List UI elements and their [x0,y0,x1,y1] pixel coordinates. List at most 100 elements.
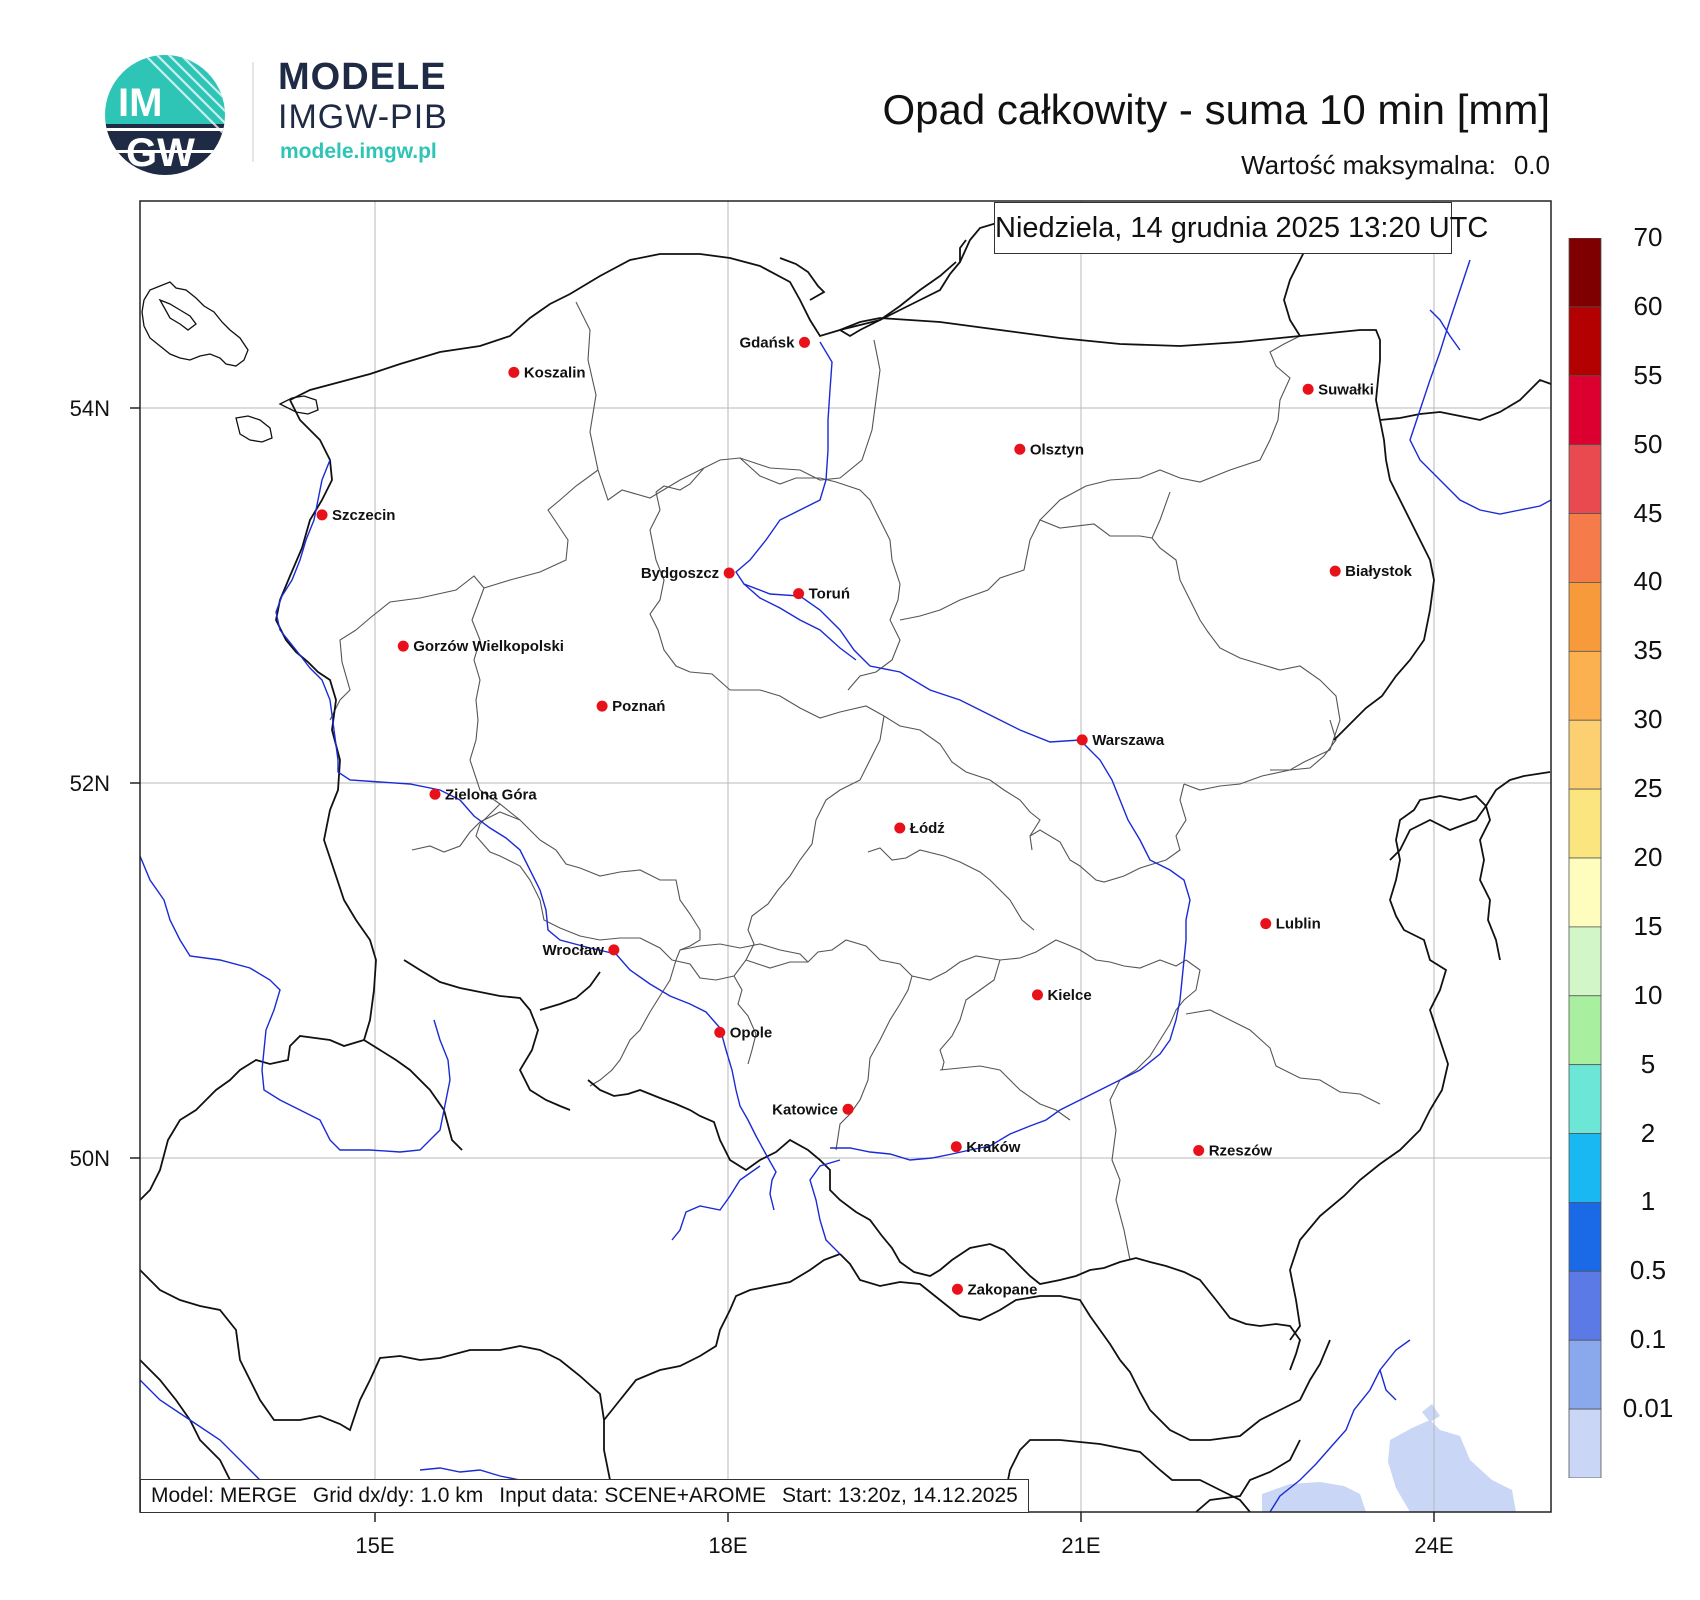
coastline-details [141,281,319,443]
city-marker [1302,383,1314,395]
logo-subtitle: IMGW-PIB [278,98,448,136]
city-label: Toruń [809,586,850,603]
lon-tick-label: 21E [1061,1533,1100,1558]
colorbar-swatch [1568,582,1602,652]
logo-divider [252,62,254,162]
city-marker [951,1283,963,1295]
colorbar-swatch [1568,788,1602,859]
colorbar-label: 0.01 [1622,1393,1674,1424]
city-marker [1260,918,1272,930]
country-borders [140,221,1551,1512]
colorbar-label: 30 [1633,704,1663,735]
colorbar-label: 60 [1633,290,1663,321]
colorbar-swatch [1568,1408,1602,1478]
colorbar-swatch [1568,650,1602,721]
colorbar-swatch [1568,444,1602,514]
city-marker [1329,565,1341,577]
city-label: Kraków [966,1139,1021,1156]
colorbar-label: 2 [1640,1117,1656,1148]
city-label: Zakopane [967,1281,1037,1298]
colorbar-swatch [1568,926,1602,997]
model-info-box: Model: MERGE Grid dx/dy: 1.0 km Input data… [140,1479,1029,1513]
colorbar-label: 55 [1633,359,1663,390]
city-marker [894,822,906,834]
colorbar-label: 25 [1633,773,1663,804]
colorbar-swatch [1568,857,1602,928]
city-marker [1193,1145,1205,1156]
colorbar-label: 50 [1633,428,1663,459]
colorbar-swatch [1568,375,1602,446]
precip-area [1388,1420,1516,1512]
city-label: Kielce [1047,987,1091,1004]
colorbar-label: 70 [1633,222,1663,252]
colorbar-label: 1 [1640,1186,1656,1217]
colorbar-label: 45 [1633,497,1663,528]
city-label: Opole [730,1024,773,1041]
city-label: Bydgoszcz [641,565,719,582]
city-marker [793,588,805,600]
lat-tick-label: 52N [70,771,110,796]
city-marker [842,1103,854,1115]
city-label: Katowice [772,1101,838,1118]
valid-time-box: Niedziela, 14 grudnia 2025 13:20 UTC [994,202,1488,254]
imgw-logo: IM GW MODELE IMGW-PIB modele.imgw.pl [100,52,500,182]
colorbar-label: 10 [1633,979,1663,1010]
city-marker [798,336,810,348]
logo-mark-top: IM [118,81,162,125]
city-marker [429,788,441,800]
city-label: Zielona Góra [445,786,537,803]
colorbar-label: 40 [1633,566,1663,597]
city-marker [950,1141,962,1153]
city-marker [316,509,328,521]
logo-url[interactable]: modele.imgw.pl [280,140,437,163]
map-title: Opad całkowity - suma 10 min [mm] [882,86,1550,133]
graticule [140,201,1551,1512]
map-content [140,201,1551,1512]
colorbar-swatch [1568,719,1602,790]
precip-area [1262,1482,1366,1512]
colorbar-swatch [1568,1339,1602,1410]
lon-tick-label: 15E [355,1533,394,1558]
colorbar-swatch [1568,1064,1602,1134]
logo-title: MODELE [278,56,447,98]
lon-tick-label: 24E [1414,1533,1453,1558]
rivers [140,259,1551,1512]
lat-tick-label: 50N [70,1146,110,1171]
colorbar-label: 0.5 [1629,1255,1667,1286]
colorbar-label: 35 [1633,635,1663,666]
city-marker [397,640,409,652]
city-marker [1076,734,1088,746]
city-label: Łódź [910,820,945,837]
city-marker [508,366,520,378]
city-label: Warszawa [1092,732,1165,749]
colorbar-swatch [1568,513,1602,583]
city-label: Poznań [612,698,665,715]
axis-ticks [130,407,1435,1522]
city-label: Suwałki [1318,381,1374,398]
city-marker [1014,443,1026,455]
colorbar-label: 5 [1640,1048,1656,1079]
city-marker [608,944,620,956]
input-data: Input data: SCENE+AROME [499,1484,766,1507]
lon-tick-label: 18E [708,1533,747,1558]
precip-area [1422,1404,1440,1422]
city-markers: Gdańsk Koszalin Suwałki Olsztyn Szczecin Biał… [316,334,1413,1298]
city-marker [1031,989,1043,1001]
max-value: 0.0 [1513,150,1550,180]
model-name: Model: MERGE [151,1484,297,1507]
city-label: Gorzów Wielkopolski [413,638,564,655]
colorbar-label: 20 [1633,842,1663,872]
colorbar-swatch [1568,1133,1602,1203]
colorbar-swatch [1568,1270,1602,1341]
city-label: Koszalin [524,364,586,381]
voivodeship-borders [329,301,1381,1261]
city-label: Lublin [1276,916,1321,933]
city-marker [596,700,608,712]
colorbar-label: 0.1 [1629,1324,1667,1355]
city-marker [723,567,735,579]
start-time: Start: 13:20z, 14.12.2025 [781,1484,1018,1507]
lat-tick-label: 54N [70,396,110,421]
colorbar-swatch [1568,1202,1602,1272]
max-value-label: Wartość maksymalna: [1241,150,1496,180]
